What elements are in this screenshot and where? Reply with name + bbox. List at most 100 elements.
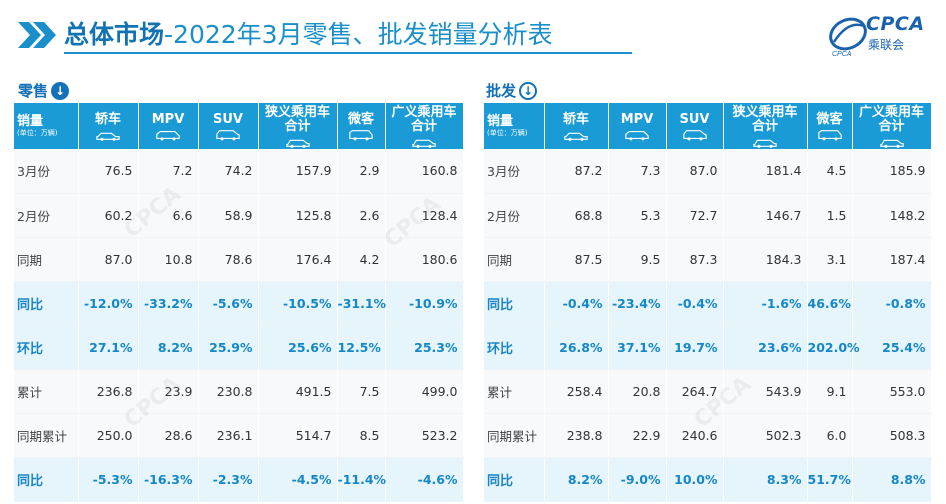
table-cell: 25.6% [258,325,338,370]
table-row: 同比 -5.3% -16.3% -2.3% -4.5% -11.4% -4.6% [14,457,464,502]
table-cell: 160.8 [385,149,464,194]
table-cell: -0.4% [544,281,609,326]
table-cell: -12.0% [78,281,139,326]
wholesale-table: 销量 (单位：万辆) 轿车 MPV SUV 狭义乘用车 合计 微客 广义乘用车 合计 3月份 8… [484,103,932,502]
table-cell: -4.6% [385,457,464,502]
column-header: 微客 [337,103,386,149]
table-cell: 7.2 [138,149,199,194]
table-cell: -31.1% [337,281,386,326]
row-label: 同比 [14,457,79,502]
table-cell: -11.4% [337,457,386,502]
table-cell: 187.4 [852,237,932,282]
table-cell: 8.2% [138,325,199,370]
table-cell: -10.9% [385,281,464,326]
table-cell: 4.2 [337,237,386,282]
corner-title: 销量 [17,114,44,129]
table-cell: 12.5% [337,325,386,370]
table-cell: 74.2 [198,149,259,194]
wholesale-label: 批发 [486,82,517,100]
table-cell: -33.2% [138,281,199,326]
table-row: 同比 -0.4% -23.4% -0.4% -1.6% 46.6% -0.8% [484,281,932,326]
column-header-label: 广义乘用车 合计 [391,104,457,134]
table-cell: -16.3% [138,457,199,502]
table-cell: 230.8 [198,369,259,414]
table-cell: -0.8% [852,281,932,326]
table-row: 同期 87.5 9.5 87.3 184.3 3.1 187.4 [484,237,932,282]
table-row: 3月份 76.5 7.2 74.2 157.9 2.9 160.8 [14,149,464,194]
row-label: 环比 [14,325,79,370]
car-icon [753,139,777,148]
table-cell: 20.8 [608,369,667,414]
table-cell: 10.0% [666,457,724,502]
column-header: 轿车 [544,103,609,149]
table-cell: -2.3% [198,457,259,502]
table-cell: 78.6 [198,237,259,282]
table-cell: 87.5 [544,237,609,282]
table-cell: 157.9 [258,149,338,194]
column-header-label: MPV [620,111,654,127]
table-cell: -10.5% [258,281,338,326]
title-underline [64,52,632,54]
table-cell: 51.7% [807,457,853,502]
table-cell: 27.1% [78,325,139,370]
column-header-label: 狭义乘用车 合计 [264,104,330,134]
suv-icon [216,129,240,140]
sedan-icon [96,132,120,141]
table-cell: 22.9 [608,413,667,458]
column-header: 微客 [807,103,853,149]
table-cell: 180.6 [385,237,464,282]
table-row: 环比 26.8% 37.1% 19.7% 23.6% 202.0% 25.4% [484,325,932,370]
table-cell: 25.9% [198,325,259,370]
download-circle-icon[interactable]: ↓ [519,81,538,100]
column-header-label: SUV [213,111,243,127]
page-title: 总体市场-2022年3月零售、批发销量分析表 [64,17,553,53]
table-row: 2月份 68.8 5.3 72.7 146.7 1.5 148.2 [484,193,932,238]
column-header: MPV [138,103,199,149]
table-cell: 202.0% [807,325,860,370]
table-cell: 128.4 [385,193,464,238]
row-label: 同期累计 [14,413,79,458]
download-circle-icon[interactable]: ↓ [51,81,70,100]
retail-table: 销量 (单位：万辆) 轿车 MPV SUV 狭义乘用车 合计 微客 广义乘用车 合计 3月份 7… [14,103,464,502]
logo-mark-text: CPCA [832,51,852,58]
column-header-label: 轿车 [562,111,589,127]
table-cell: 72.7 [666,193,724,238]
table-cell: 3.1 [807,237,853,282]
row-label: 3月份 [484,149,545,194]
column-header: 广义乘用车 合计 [385,103,464,149]
row-label: 同期 [14,237,79,282]
table-cell: -5.6% [198,281,259,326]
table-cell: 2.6 [337,193,386,238]
table-cell: 25.3% [385,325,464,370]
table-cell: 28.6 [138,413,199,458]
table-cell: 543.9 [723,369,808,414]
table-cell: 87.3 [666,237,724,282]
minivan-icon [349,129,373,140]
title-rest: -2022年3月零售、批发销量分析表 [164,20,553,49]
table-cell: 508.3 [852,413,932,458]
table-row: 同期累计 250.0 28.6 236.1 514.7 8.5 523.2 [14,413,464,458]
table-cell: 68.8 [544,193,609,238]
suv-icon [682,129,707,140]
mpv-icon [625,130,649,140]
table-cell: 5.3 [608,193,667,238]
table-row: 同期 87.0 10.8 78.6 176.4 4.2 180.6 [14,237,464,282]
table-cell: 23.6% [723,325,808,370]
sedan-icon [564,132,588,141]
table-cell: 8.2% [544,457,609,502]
car-icon [879,139,904,148]
column-header: 狭义乘用车 合计 [723,103,808,149]
column-header: 轿车 [78,103,139,149]
table-cell: 240.6 [666,413,724,458]
table-cell: 4.5 [807,149,853,194]
table-cell: 19.7% [666,325,724,370]
table-cell: 8.8% [852,457,932,502]
table-cell: 58.9 [198,193,259,238]
table-cell: -4.5% [258,457,338,502]
table-cell: -0.4% [666,281,724,326]
table-cell: 258.4 [544,369,609,414]
column-header: SUV [666,103,724,149]
column-header-label: 狭义乘用车 合计 [732,104,798,134]
double-chevron-right-icon [18,22,56,48]
